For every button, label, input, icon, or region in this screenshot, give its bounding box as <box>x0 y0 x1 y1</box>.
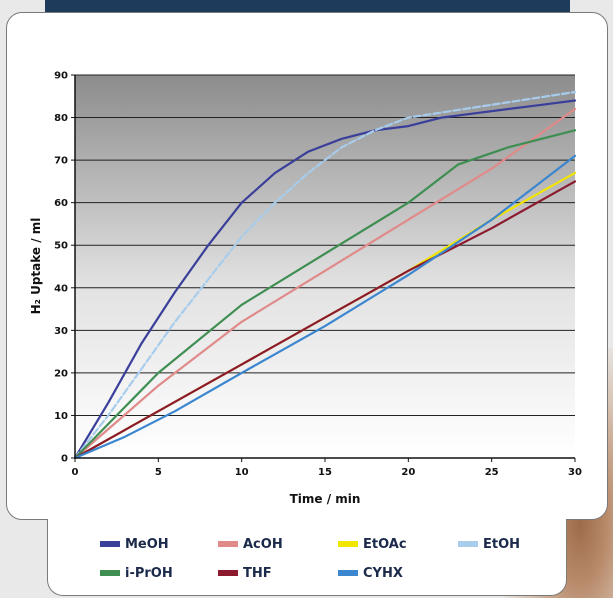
x-tick-label: 20 <box>401 467 415 478</box>
y-tick-label: 40 <box>54 283 68 294</box>
legend-item-etoh: EtOH <box>458 535 520 553</box>
legend-label: i-PrOH <box>125 565 173 581</box>
grid-lines <box>75 74 575 416</box>
legend-label: CYHX <box>363 565 403 581</box>
legend-label: MeOH <box>125 536 169 552</box>
top-banner <box>45 0 570 12</box>
y-tick-labels: 0 10 20 30 40 50 60 70 80 90 <box>54 71 75 465</box>
legend-swatch <box>100 570 120 576</box>
series-line-etoh <box>73 90 577 460</box>
x-tick-label: 0 <box>72 467 79 478</box>
y-tick-label: 60 <box>54 198 68 209</box>
x-tick-labels: 0 5 10 15 20 25 30 <box>72 458 582 478</box>
legend-item-acoh: AcOH <box>218 535 283 553</box>
series-line-i-proh <box>73 129 577 460</box>
legend-swatch <box>218 570 238 576</box>
y-tick-label: 30 <box>54 326 68 337</box>
y-tick-label: 70 <box>54 156 68 167</box>
legend-label: AcOH <box>243 536 283 552</box>
plot-area <box>75 75 575 458</box>
series-line-thf <box>73 180 577 460</box>
series-line-cyhx <box>73 154 577 460</box>
y-tick-label: 0 <box>61 454 68 465</box>
legend-item-cyhx: CYHX <box>338 564 403 582</box>
legend-swatch <box>338 570 358 576</box>
legend-item-thf: THF <box>218 564 272 582</box>
series-line-meoh <box>73 99 577 460</box>
legend-item-meoh: MeOH <box>100 535 169 553</box>
series-lines <box>73 90 577 460</box>
x-tick-label: 25 <box>485 467 499 478</box>
y-tick-label: 10 <box>54 411 68 422</box>
y-axis-title: H₂ Uptake / ml <box>29 218 43 315</box>
legend-item-etoac: EtOAc <box>338 535 407 553</box>
y-tick-label: 90 <box>54 71 68 82</box>
legend-label: EtOH <box>483 536 521 552</box>
legend-swatch <box>458 541 478 547</box>
series-line-acoh <box>73 107 577 460</box>
legend-swatch <box>218 541 238 547</box>
x-tick-label: 10 <box>235 467 249 478</box>
x-tick-label: 30 <box>568 467 582 478</box>
y-tick-label: 50 <box>54 241 68 252</box>
x-tick-label: 5 <box>155 467 162 478</box>
y-tick-label: 20 <box>54 368 68 379</box>
legend-panel <box>47 519 567 596</box>
x-axis-title: Time / min <box>290 492 361 506</box>
y-tick-label: 80 <box>54 113 68 124</box>
x-tick-label: 15 <box>318 467 332 478</box>
legend-swatch <box>338 541 358 547</box>
legend-label: EtOAc <box>363 536 407 552</box>
legend-label: THF <box>243 565 272 581</box>
legend-swatch <box>100 541 120 547</box>
legend-item-i-proh: i-PrOH <box>100 564 173 582</box>
